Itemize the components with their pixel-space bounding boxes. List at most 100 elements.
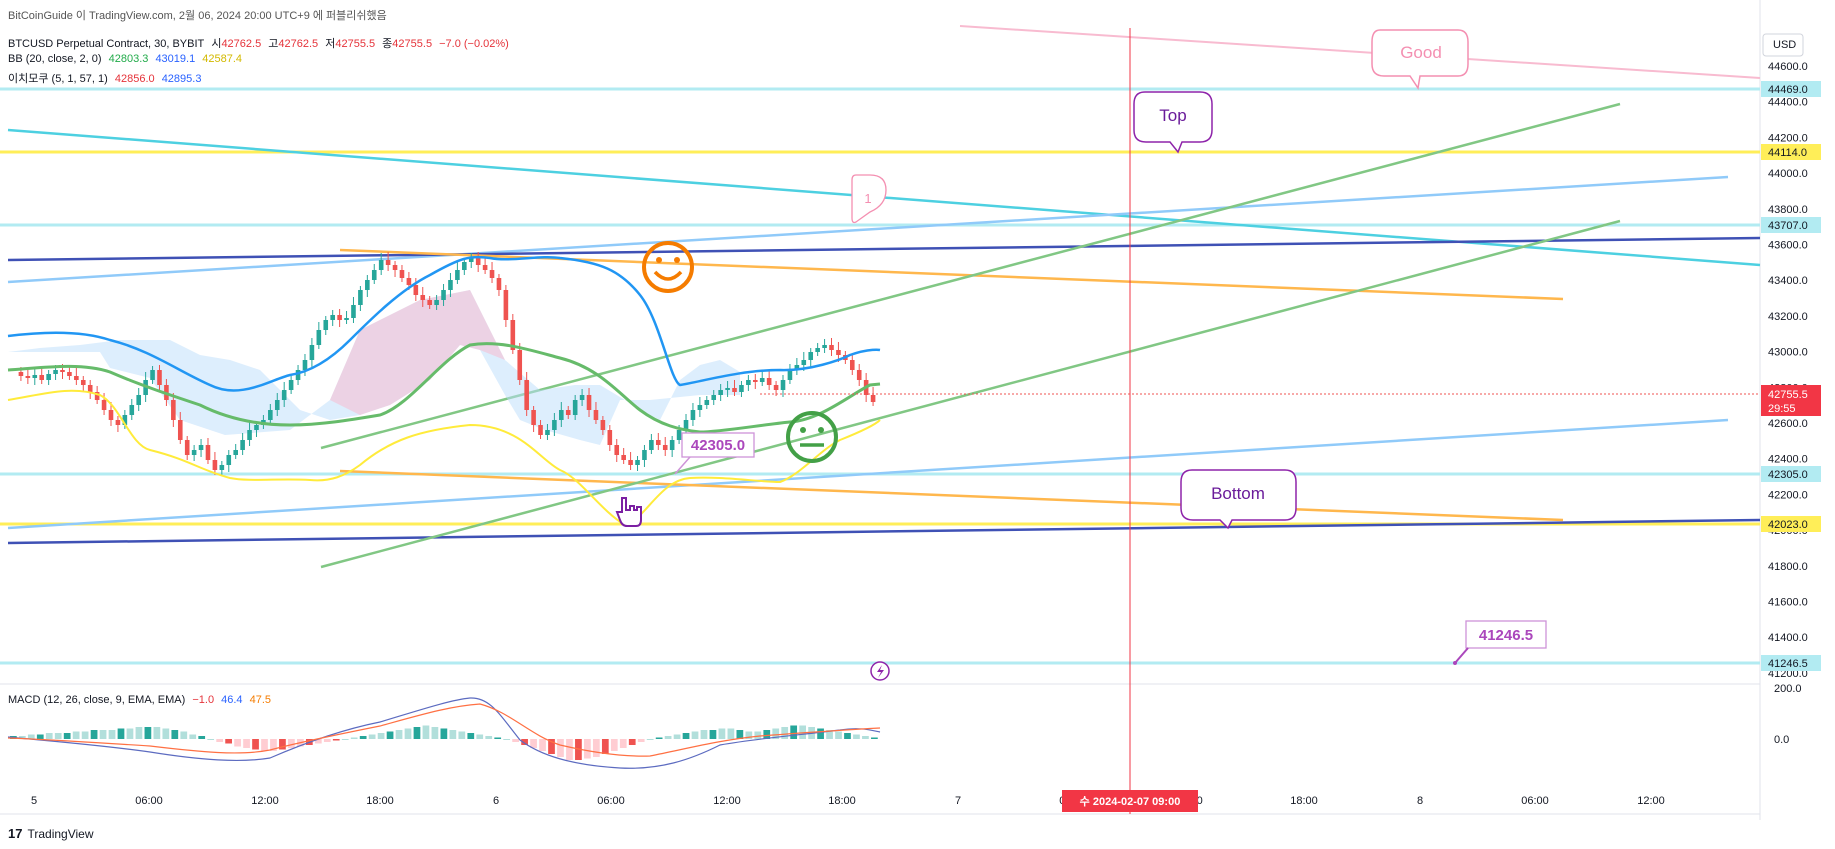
close-label: 종 <box>382 38 393 50</box>
trendline-green-lower[interactable] <box>320 219 1621 569</box>
tradingview-brand[interactable]: TradingView <box>27 826 94 841</box>
macd-histogram-bar <box>628 739 636 745</box>
candle-body <box>496 278 502 290</box>
candle-body <box>503 290 509 320</box>
tradingview-footer[interactable]: 17 TradingView <box>8 826 94 841</box>
macd-histogram-bar <box>745 731 753 739</box>
trendline-pink[interactable] <box>959 25 1761 79</box>
macd-histogram-bar <box>323 739 331 742</box>
bb-lower-band[interactable] <box>7 389 881 527</box>
pointing-hand-icon[interactable] <box>615 497 642 527</box>
macd-label[interactable]: MACD (12, 26, close, 9, EMA, EMA) <box>8 694 186 706</box>
candle-body <box>559 410 564 420</box>
trendline-light-blue-lower[interactable] <box>7 418 1729 530</box>
time-axis[interactable]: 5 06:00 12:00 18:00 6 06:00 12:00 18:00 7 06:00 12… <box>31 795 1665 807</box>
candle-body <box>281 390 287 400</box>
price-label-44469: 44469.0 <box>1761 81 1821 97</box>
candle-body <box>157 370 162 385</box>
trendline-light-blue-upper[interactable] <box>7 175 1729 284</box>
candle-body <box>697 405 703 410</box>
bb-legend[interactable]: BB (20, close, 2, 0) 42803.3 43019.1 425… <box>8 53 246 65</box>
crosshair-time-label: 수 2024-02-07 09:00 <box>1062 790 1198 812</box>
bb-upper-band[interactable] <box>7 255 881 392</box>
macd-histogram-bar <box>826 730 833 739</box>
candle-body <box>614 445 620 455</box>
candle-body <box>191 450 197 455</box>
bottom-callout[interactable]: Bottom <box>1180 469 1297 530</box>
price-label-42023: 42023.0 <box>1761 516 1821 532</box>
chart-canvas[interactable]: Good Top Bottom 1 42305.0 41246.5 <box>0 0 1835 820</box>
low-label: 저 <box>325 38 336 50</box>
svg-text:42023.0: 42023.0 <box>1768 519 1808 531</box>
close-value: 42755.5 <box>392 38 433 50</box>
ichimoku-label[interactable]: 이치모쿠 (5, 1, 57, 1) <box>8 73 108 85</box>
candle-body <box>524 380 529 410</box>
candle-body <box>205 445 211 460</box>
candle-body <box>690 410 696 420</box>
candle-body <box>233 450 238 455</box>
candle-body <box>870 395 876 402</box>
ichimoku-value-1: 42856.0 <box>114 73 155 85</box>
macd-line[interactable] <box>7 697 881 769</box>
macd-histogram-bar <box>72 731 80 739</box>
bb-lower-value: 42587.4 <box>202 53 243 65</box>
candle-body <box>766 378 772 385</box>
macd-signal-line[interactable] <box>7 703 881 757</box>
candle-body <box>371 270 377 280</box>
one-callout[interactable]: 1 <box>851 174 887 224</box>
macd-histogram-bar <box>619 739 627 748</box>
change-value: −7.0 (−0.02%) <box>439 38 509 50</box>
symbol-name[interactable]: BTCUSD Perpetual Contract, 30, BYBIT <box>8 38 205 50</box>
macd-signal-value: 47.5 <box>249 694 272 706</box>
macd-histogram-bar <box>18 736 26 739</box>
time-tick-label: 18:00 <box>366 795 394 807</box>
bb-basis-line[interactable] <box>7 342 881 434</box>
macd-histogram-bar <box>503 739 511 740</box>
time-tick-label: 06:00 <box>1521 795 1549 807</box>
currency-box[interactable] <box>1762 33 1804 57</box>
price-42305-callout[interactable]: 42305.0 <box>674 432 755 475</box>
svg-text:44469.0: 44469.0 <box>1768 84 1808 96</box>
symbol-legend[interactable]: BTCUSD Perpetual Contract, 30, BYBIT 시42… <box>8 35 513 51</box>
top-callout[interactable]: Top <box>1133 91 1213 154</box>
macd-histogram-bar <box>404 728 412 739</box>
macd-histogram-bar <box>655 737 663 739</box>
trendline-navy-lower[interactable] <box>7 518 1761 545</box>
smiley-neutral-icon[interactable] <box>786 411 838 463</box>
macd-histogram-bar <box>709 730 717 739</box>
price-41246-callout[interactable]: 41246.5 <box>1453 620 1547 665</box>
macd-histogram-bar <box>126 728 134 739</box>
candle-body <box>385 260 391 265</box>
candle-body <box>829 345 834 350</box>
price-41246-label: 41246.5 <box>1479 627 1533 644</box>
trendline-orange-lower[interactable] <box>339 469 1564 522</box>
macd-histogram[interactable] <box>10 725 878 761</box>
candle-body <box>288 380 294 390</box>
macd-histogram-bar <box>99 730 107 739</box>
price-axis[interactable]: 44600.0 44400.0 44200.0 44000.0 43800.0 43600… <box>1768 61 1808 680</box>
candle-body <box>53 370 58 374</box>
macd-hist-value: −1.0 <box>192 694 215 706</box>
candle-body <box>254 425 259 430</box>
price-tick-label: 44200.0 <box>1768 132 1808 144</box>
price-candles[interactable] <box>18 252 876 476</box>
candle-body <box>46 374 51 380</box>
candle-body <box>67 372 72 376</box>
ichimoku-legend[interactable]: 이치모쿠 (5, 1, 57, 1) 42856.0 42895.3 <box>8 70 205 86</box>
candle-body <box>794 365 800 370</box>
ichimoku-value-2: 42895.3 <box>161 73 202 85</box>
trendline-navy-upper[interactable] <box>7 236 1761 262</box>
good-callout[interactable]: Good <box>1371 29 1469 90</box>
top-label: Top <box>1159 106 1186 125</box>
candle-body <box>752 380 758 382</box>
macd-legend[interactable]: MACD (12, 26, close, 9, EMA, EMA) −1.0 4… <box>8 694 275 706</box>
price-tick-label: 43400.0 <box>1768 275 1808 287</box>
macd-histogram-bar <box>359 736 367 739</box>
smiley-happy-icon[interactable] <box>642 241 694 293</box>
lightning-event-icon[interactable] <box>870 661 890 681</box>
bb-label[interactable]: BB (20, close, 2, 0) <box>8 53 102 65</box>
publish-attribution: BitCoinGuide 이 TradingView.com, 2월 06, 2… <box>8 10 387 22</box>
currency-label[interactable]: USD <box>1773 39 1796 51</box>
candle-body <box>392 265 398 270</box>
macd-axis[interactable]: 200.0 0.0 <box>1774 683 1802 746</box>
